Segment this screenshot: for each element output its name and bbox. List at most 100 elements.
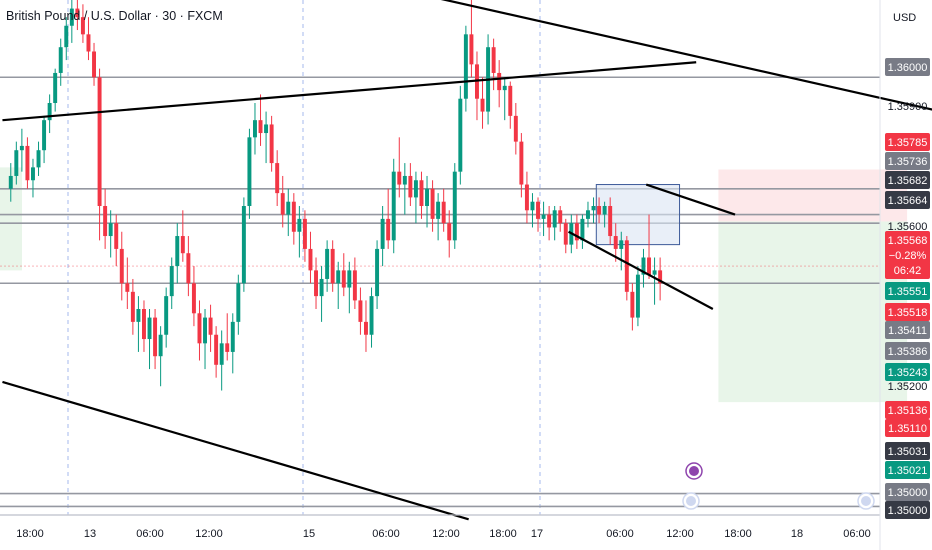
- price-label-chip: [885, 261, 930, 279]
- stop-loss-zone: [718, 169, 908, 222]
- candle-body: [47, 103, 52, 121]
- time-tick-label: 12:00: [432, 528, 460, 540]
- candle-body: [230, 321, 235, 352]
- price-label: 06:42: [894, 265, 922, 277]
- candle-body: [92, 51, 96, 78]
- candle-body: [458, 98, 463, 172]
- time-tick-label: 12:00: [666, 528, 694, 540]
- candle-body: [86, 34, 91, 52]
- candle-body: [408, 175, 413, 198]
- candle-body: [641, 257, 646, 275]
- candle-body: [203, 317, 207, 344]
- candle-body: [264, 124, 269, 134]
- candle-body: [552, 210, 557, 228]
- candle-body: [358, 300, 363, 322]
- candle-body: [436, 201, 441, 219]
- candle-body: [591, 206, 596, 211]
- candle-body: [419, 180, 424, 206]
- candle-body: [530, 201, 535, 211]
- candle-body: [147, 317, 152, 340]
- candle-body: [197, 313, 202, 344]
- candle-body: [125, 283, 130, 292]
- price-label-chip: [885, 231, 930, 249]
- price-label-chip: [885, 282, 930, 300]
- time-tick-label: 17: [531, 528, 543, 540]
- price-label-chip: [885, 342, 930, 360]
- candle-body: [80, 17, 85, 35]
- candle-body: [169, 266, 174, 297]
- price-label-chip: [885, 191, 930, 209]
- time-tick-label: 06:00: [843, 528, 871, 540]
- candle-body: [602, 206, 607, 215]
- price-label: 1.35021: [888, 465, 928, 477]
- candle-body: [508, 85, 513, 116]
- price-label: 1.35000: [888, 487, 928, 499]
- candle-body: [402, 175, 407, 185]
- candle-body: [463, 34, 468, 99]
- candle-body: [97, 77, 102, 206]
- time-tick-label: 13: [84, 528, 96, 540]
- price-label-chip: [885, 133, 930, 151]
- candle-body: [269, 124, 274, 164]
- candle-body: [413, 180, 418, 198]
- price-label: 1.35200: [888, 381, 928, 393]
- price-label: 1.35000: [888, 505, 928, 517]
- candle-body: [447, 223, 452, 241]
- price-label-chip: [885, 303, 930, 321]
- event-flash-icon-dot: [689, 466, 699, 476]
- price-label: 1.35736: [888, 156, 928, 168]
- trendline: [568, 230, 714, 310]
- price-label-chip: [885, 483, 930, 501]
- trendline: [440, 0, 932, 111]
- candle-body: [652, 270, 657, 275]
- candle-body: [635, 274, 640, 318]
- candle-body: [297, 218, 302, 232]
- candle-body: [369, 296, 374, 335]
- candle-body: [613, 236, 618, 249]
- candle-body: [164, 296, 169, 335]
- candle-body: [319, 278, 324, 297]
- trendline: [2, 61, 697, 122]
- time-tick-label: 06:00: [136, 528, 164, 540]
- candle-body: [75, 8, 80, 18]
- price-label: 1.35664: [888, 195, 928, 207]
- candle-body: [280, 193, 285, 215]
- candle-body: [130, 291, 135, 322]
- trendline: [2, 380, 469, 521]
- candle-body: [574, 223, 579, 241]
- candle-body: [19, 145, 24, 151]
- candle-body: [558, 210, 563, 224]
- candle-body: [69, 8, 74, 26]
- candle-body: [586, 210, 590, 219]
- candle-body: [430, 188, 435, 219]
- candle-body: [580, 218, 585, 241]
- candle-body: [491, 47, 496, 73]
- candle-body: [158, 334, 163, 357]
- time-tick-label: 18:00: [16, 528, 44, 540]
- currency-label[interactable]: USD: [893, 12, 917, 24]
- price-label: 1.35551: [888, 286, 928, 298]
- candle-body: [64, 25, 69, 48]
- candle-body: [347, 270, 352, 288]
- candle-body: [524, 184, 529, 211]
- price-label: 1.35682: [888, 175, 928, 187]
- candle-body: [391, 171, 396, 241]
- candle-body: [497, 72, 502, 91]
- candle-body: [480, 98, 485, 112]
- time-tick-label: 18:00: [724, 528, 752, 540]
- candle-body: [519, 141, 524, 185]
- time-tick-label: 18: [791, 528, 803, 540]
- candle-body: [8, 175, 13, 189]
- candle-body: [308, 248, 313, 271]
- candle-body: [513, 115, 518, 142]
- price-label-chip: [885, 171, 930, 189]
- candle-body: [624, 240, 629, 292]
- candle-body: [208, 317, 213, 335]
- time-tick-label: 18:00: [489, 528, 517, 540]
- price-label: 1.35411: [888, 325, 927, 337]
- candle-body: [142, 309, 146, 340]
- symbol-title[interactable]: British Pound / U.S. Dollar · 30 · FXCM: [6, 9, 223, 23]
- candle-body: [175, 236, 180, 267]
- candle-body: [658, 270, 663, 284]
